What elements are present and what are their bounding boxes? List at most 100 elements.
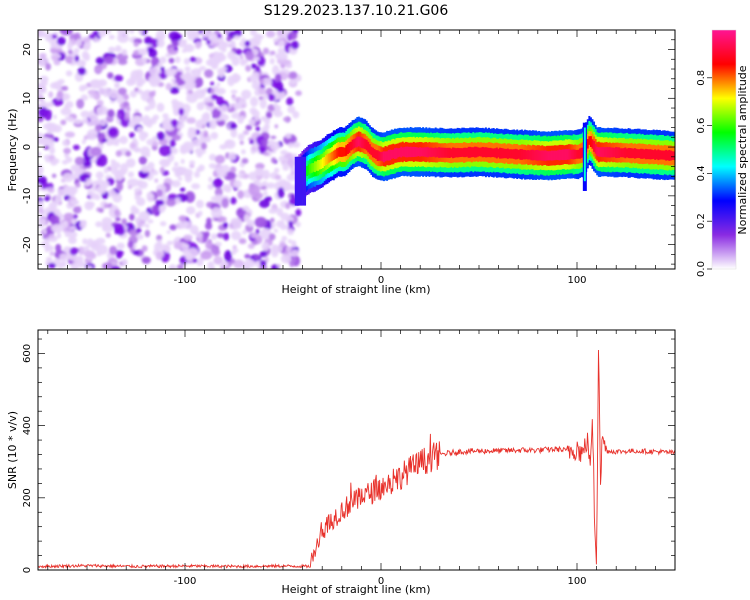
- noise-blob: [73, 119, 83, 125]
- noise-blob: [290, 193, 295, 199]
- noise-blob: [158, 204, 166, 213]
- noise-blob: [241, 149, 246, 155]
- noise-blob: [146, 120, 153, 128]
- noise-blob: [83, 135, 88, 141]
- noise-blob: [51, 97, 64, 107]
- noise-blob: [63, 212, 74, 221]
- noise-blob: [129, 30, 135, 34]
- ridge-onset-cell: [304, 156, 307, 206]
- noise-blob: [287, 239, 293, 244]
- noise-blob: [291, 240, 297, 248]
- noise-blob: [140, 90, 150, 102]
- ridge-cell: [662, 150, 665, 160]
- noise-blob: [62, 172, 74, 183]
- noise-blob: [110, 161, 121, 170]
- noise-blob: [246, 219, 255, 227]
- noise-blob: [109, 88, 119, 100]
- noise-blob: [250, 96, 259, 107]
- spectrogram-x-tick-label: 0: [378, 275, 384, 286]
- ridge-spike-core: [583, 127, 586, 182]
- noise-blob: [224, 250, 232, 263]
- noise-blob: [40, 212, 45, 219]
- ridge-cell: [378, 151, 381, 161]
- noise-blob: [181, 49, 187, 53]
- ridge-cell: [506, 148, 509, 159]
- noise-blob: [110, 159, 116, 164]
- noise-blob: [47, 128, 52, 135]
- noise-blob: [245, 124, 253, 131]
- ridge-cell: [473, 146, 476, 158]
- ridge-cell: [343, 147, 346, 157]
- noise-blob: [135, 217, 141, 224]
- noise-blob: [179, 187, 186, 192]
- ridge-cell: [353, 139, 356, 149]
- ridge-cell: [636, 149, 639, 158]
- noise-blob: [206, 39, 211, 45]
- ridge-cell: [451, 147, 454, 159]
- noise-blob: [64, 152, 70, 159]
- noise-blob: [203, 97, 209, 103]
- noise-blob: [275, 89, 286, 100]
- noise-blob: [148, 99, 156, 110]
- noise-blob: [186, 206, 196, 215]
- noise-blob: [295, 208, 302, 217]
- noise-blob: [86, 238, 94, 247]
- noise-blob: [141, 256, 151, 264]
- noise-blob: [149, 77, 160, 87]
- ridge-onset-cell: [297, 156, 300, 206]
- noise-blob: [138, 88, 142, 93]
- ridge-cell: [321, 157, 324, 168]
- snr-y-tick-label: 600: [22, 344, 33, 363]
- noise-blob: [88, 34, 96, 39]
- noise-blob: [116, 113, 122, 119]
- noise-blob: [138, 180, 148, 189]
- noise-blob: [223, 64, 233, 73]
- ridge-cell: [306, 165, 309, 176]
- noise-blob: [70, 262, 79, 269]
- noise-blob: [101, 138, 108, 143]
- ridge-cell: [544, 150, 547, 162]
- noise-blob: [148, 48, 158, 58]
- noise-blob: [259, 260, 267, 267]
- noise-blob: [272, 65, 280, 76]
- noise-blob: [98, 86, 104, 95]
- noise-blob: [96, 99, 104, 107]
- ridge-cell: [376, 150, 379, 161]
- noise-blob: [238, 238, 247, 245]
- ridge-cell: [524, 149, 527, 160]
- noise-blob: [115, 217, 121, 222]
- ridge-cell: [324, 155, 327, 166]
- noise-blob: [177, 39, 187, 48]
- noise-blob: [292, 141, 301, 148]
- ridge-cell: [533, 150, 536, 160]
- noise-blob: [141, 245, 148, 252]
- ridge-onset-cell: [299, 156, 302, 206]
- ridge-cell: [448, 147, 451, 158]
- noise-blob: [111, 265, 121, 269]
- spectrogram-frame: [37, 29, 676, 270]
- snr-x-tick-label: 0: [378, 576, 384, 587]
- noise-blob: [87, 189, 94, 196]
- ridge-cell: [392, 149, 395, 159]
- ridge-cell: [575, 150, 578, 159]
- noise-blob: [230, 230, 242, 241]
- ridge-cell: [591, 139, 594, 149]
- noise-blob: [242, 205, 250, 211]
- noise-blob: [168, 31, 180, 41]
- noise-blob: [268, 93, 276, 102]
- noise-blob: [201, 30, 209, 38]
- noise-blob: [59, 253, 69, 262]
- noise-blob: [146, 192, 153, 199]
- noise-blob: [189, 225, 199, 235]
- ridge-cell: [481, 146, 484, 158]
- noise-blob: [187, 247, 199, 258]
- noise-blob: [114, 141, 120, 146]
- noise-blob: [49, 215, 60, 225]
- ridge-cell: [395, 147, 398, 159]
- noise-blob: [121, 258, 128, 266]
- ridge-cell: [658, 150, 661, 160]
- noise-blob: [60, 119, 67, 126]
- noise-blob: [107, 109, 115, 118]
- noise-blob: [76, 98, 85, 109]
- ridge-cell: [409, 146, 412, 158]
